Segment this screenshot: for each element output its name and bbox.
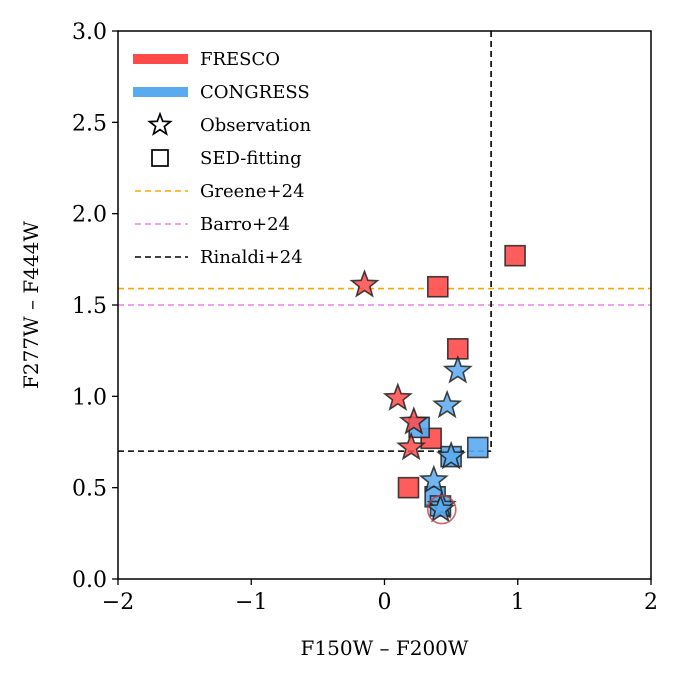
- legend: FRESCO CONGRESS Observation SED-fitting Gree…: [133, 49, 312, 268]
- fresco-sed-square: [504, 244, 526, 267]
- y-tick-label: 1.0: [72, 385, 107, 410]
- reference-lines: [118, 31, 651, 452]
- highlight-circle: [426, 494, 457, 525]
- congress-observation-star: [432, 389, 463, 419]
- legend-label-greene-24: Greene+24: [200, 181, 305, 202]
- legend-label-fresco: FRESCO: [200, 49, 280, 70]
- legend-swatch-congress: [133, 87, 188, 97]
- fresco-observation-star: [396, 431, 427, 461]
- fresco-sed-square: [397, 476, 420, 499]
- data-marks: [349, 244, 526, 525]
- x-tick-label: −2: [102, 590, 134, 615]
- y-tick-label: 1.5: [72, 294, 107, 319]
- y-axis-label: F277W – F444W: [19, 221, 43, 389]
- y-tick-label: 3.0: [72, 20, 107, 45]
- congress-observation-star: [425, 493, 456, 523]
- congress-observation-star: [442, 354, 473, 384]
- axis-ticks: −2 −1 0 1 2 0.0 0.5 1.0 1.5 2.0 2.5 3.0: [72, 20, 658, 615]
- y-tick-label: 0.0: [72, 568, 107, 593]
- legend-label-rinaldi-24: Rinaldi+24: [200, 247, 303, 268]
- x-tick-label: 2: [644, 590, 658, 615]
- x-axis-label: F150W – F200W: [301, 636, 469, 660]
- legend-label-barro-24: Barro+24: [200, 214, 290, 235]
- fresco-observation-star: [349, 269, 380, 298]
- fresco-observation-star: [382, 382, 413, 411]
- x-tick-label: 1: [511, 590, 525, 615]
- y-tick-label: 2.0: [72, 203, 107, 228]
- congress-sed-square: [466, 436, 489, 459]
- legend-label-observation: Observation: [200, 115, 312, 136]
- x-tick-label: −1: [235, 590, 267, 615]
- legend-label-congress: CONGRESS: [200, 82, 310, 103]
- legend-star-icon: [147, 111, 173, 136]
- y-tick-label: 0.5: [72, 477, 107, 502]
- legend-square-icon: [151, 149, 169, 167]
- fresco-observation-star: [398, 406, 429, 435]
- congress-observation-star: [418, 464, 449, 494]
- x-tick-label: 0: [378, 590, 392, 615]
- fresco-sed-square: [426, 275, 449, 298]
- legend-label-sed-fitting: SED-fitting: [200, 148, 302, 169]
- legend-swatch-fresco: [133, 54, 188, 64]
- y-tick-label: 2.5: [72, 111, 107, 136]
- congress-observation-star: [436, 440, 467, 470]
